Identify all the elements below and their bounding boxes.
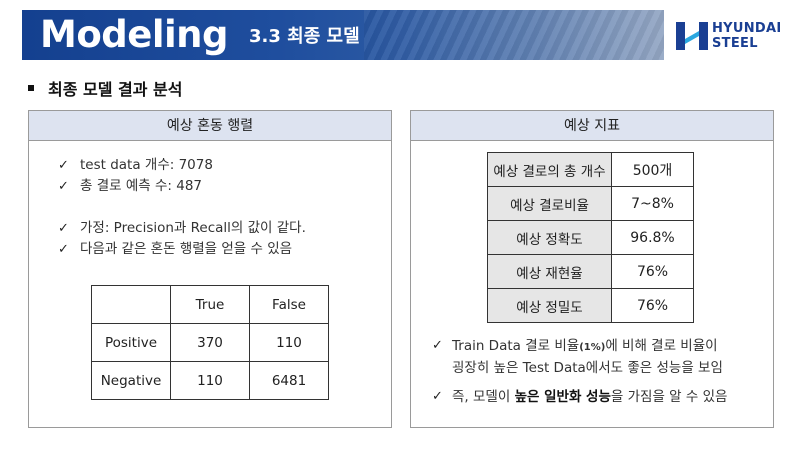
table-row: 예상 재현율 76%	[487, 254, 694, 289]
brand-line-1: HYUNDAI	[712, 21, 782, 36]
brand-line-2: STEEL	[712, 36, 758, 51]
assumption-list: ✓ 가정: Precision과 Recall의 값이 같다. ✓ 다음과 같은…	[58, 218, 306, 260]
check-icon: ✓	[432, 338, 443, 353]
check-icon: ✓	[58, 158, 69, 173]
list-item: ✓ 즉, 모델이 높은 일반화 성능을 가짐을 알 수 있음	[432, 387, 762, 407]
panel-title-confusion: 예상 혼동 행렬	[29, 111, 391, 141]
metric-value: 76%	[611, 288, 694, 323]
section-heading: 최종 모델 결과 분석	[28, 76, 182, 100]
header-banner: Modeling 3.3 최종 모델	[22, 10, 664, 60]
list-item: ✓ 총 결로 예측 수: 487	[58, 176, 213, 197]
metric-label: 예상 재현율	[487, 254, 612, 289]
conclusion-notes: ✓ Train Data 결로 비율(1%)에 비해 결로 비율이 굉장히 높은…	[432, 336, 762, 416]
metric-value: 500개	[611, 152, 694, 187]
table-header: True	[170, 285, 250, 324]
brand-name: HYUNDAI STEEL	[712, 21, 782, 51]
table-cell: 110	[170, 361, 250, 400]
table-row: 예상 정확도 96.8%	[487, 220, 694, 255]
list-item: ✓ Train Data 결로 비율(1%)에 비해 결로 비율이 굉장히 높은…	[432, 336, 762, 378]
metric-value: 76%	[611, 254, 694, 289]
metric-label: 예상 정확도	[487, 220, 612, 255]
hyundai-steel-logo: HYUNDAI STEEL	[676, 20, 788, 52]
square-bullet-icon	[28, 85, 34, 91]
metric-label: 예상 결로비율	[487, 186, 612, 221]
page-title: Modeling	[40, 13, 229, 56]
list-item: ✓ test data 개수: 7078	[58, 155, 213, 176]
table-cell: 6481	[249, 361, 329, 400]
metric-value: 7~8%	[611, 186, 694, 221]
check-icon: ✓	[58, 179, 69, 194]
table-row: 예상 정밀도 76%	[487, 288, 694, 323]
check-icon: ✓	[432, 389, 443, 404]
hyundai-logo-icon	[676, 22, 708, 50]
panel-title-metrics: 예상 지표	[411, 111, 773, 141]
table-row: 예상 결로의 총 개수 500개	[487, 152, 694, 187]
table-cell: 370	[170, 323, 250, 362]
note-text: Train Data 결로 비율(1%)에 비해 결로 비율이 굉장히 높은 T…	[452, 338, 723, 376]
check-icon: ✓	[58, 242, 69, 257]
metric-label: 예상 결로의 총 개수	[487, 152, 612, 187]
banner-texture	[364, 10, 664, 60]
list-item: ✓ 가정: Precision과 Recall의 값이 같다.	[58, 218, 306, 239]
note-text: 즉, 모델이 높은 일반화 성능을 가짐을 알 수 있음	[452, 389, 728, 405]
page-subtitle: 3.3 최종 모델	[249, 26, 360, 47]
row-label: Negative	[91, 361, 171, 400]
section-title: 최종 모델 결과 분석	[48, 80, 183, 99]
table-row: Negative 110 6481	[91, 361, 329, 400]
metric-label: 예상 정밀도	[487, 288, 612, 323]
table-header: False	[249, 285, 329, 324]
table-cell: 110	[249, 323, 329, 362]
table-row: True False	[91, 285, 329, 324]
check-icon: ✓	[58, 221, 69, 236]
data-facts-list: ✓ test data 개수: 7078 ✓ 총 결로 예측 수: 487	[58, 155, 213, 197]
table-row: 예상 결로비율 7~8%	[487, 186, 694, 221]
row-label: Positive	[91, 323, 171, 362]
metrics-table: 예상 결로의 총 개수 500개 예상 결로비율 7~8% 예상 정확도 96.…	[487, 152, 694, 323]
table-cell	[91, 285, 171, 324]
metric-value: 96.8%	[611, 220, 694, 255]
emphasis-text: 높은 일반화 성능	[514, 389, 611, 405]
table-row: Positive 370 110	[91, 323, 329, 362]
confusion-matrix-table: True False Positive 370 110 Negative 110…	[91, 285, 329, 400]
list-item: ✓ 다음과 같은 혼돈 행렬을 얻을 수 있음	[58, 239, 306, 260]
